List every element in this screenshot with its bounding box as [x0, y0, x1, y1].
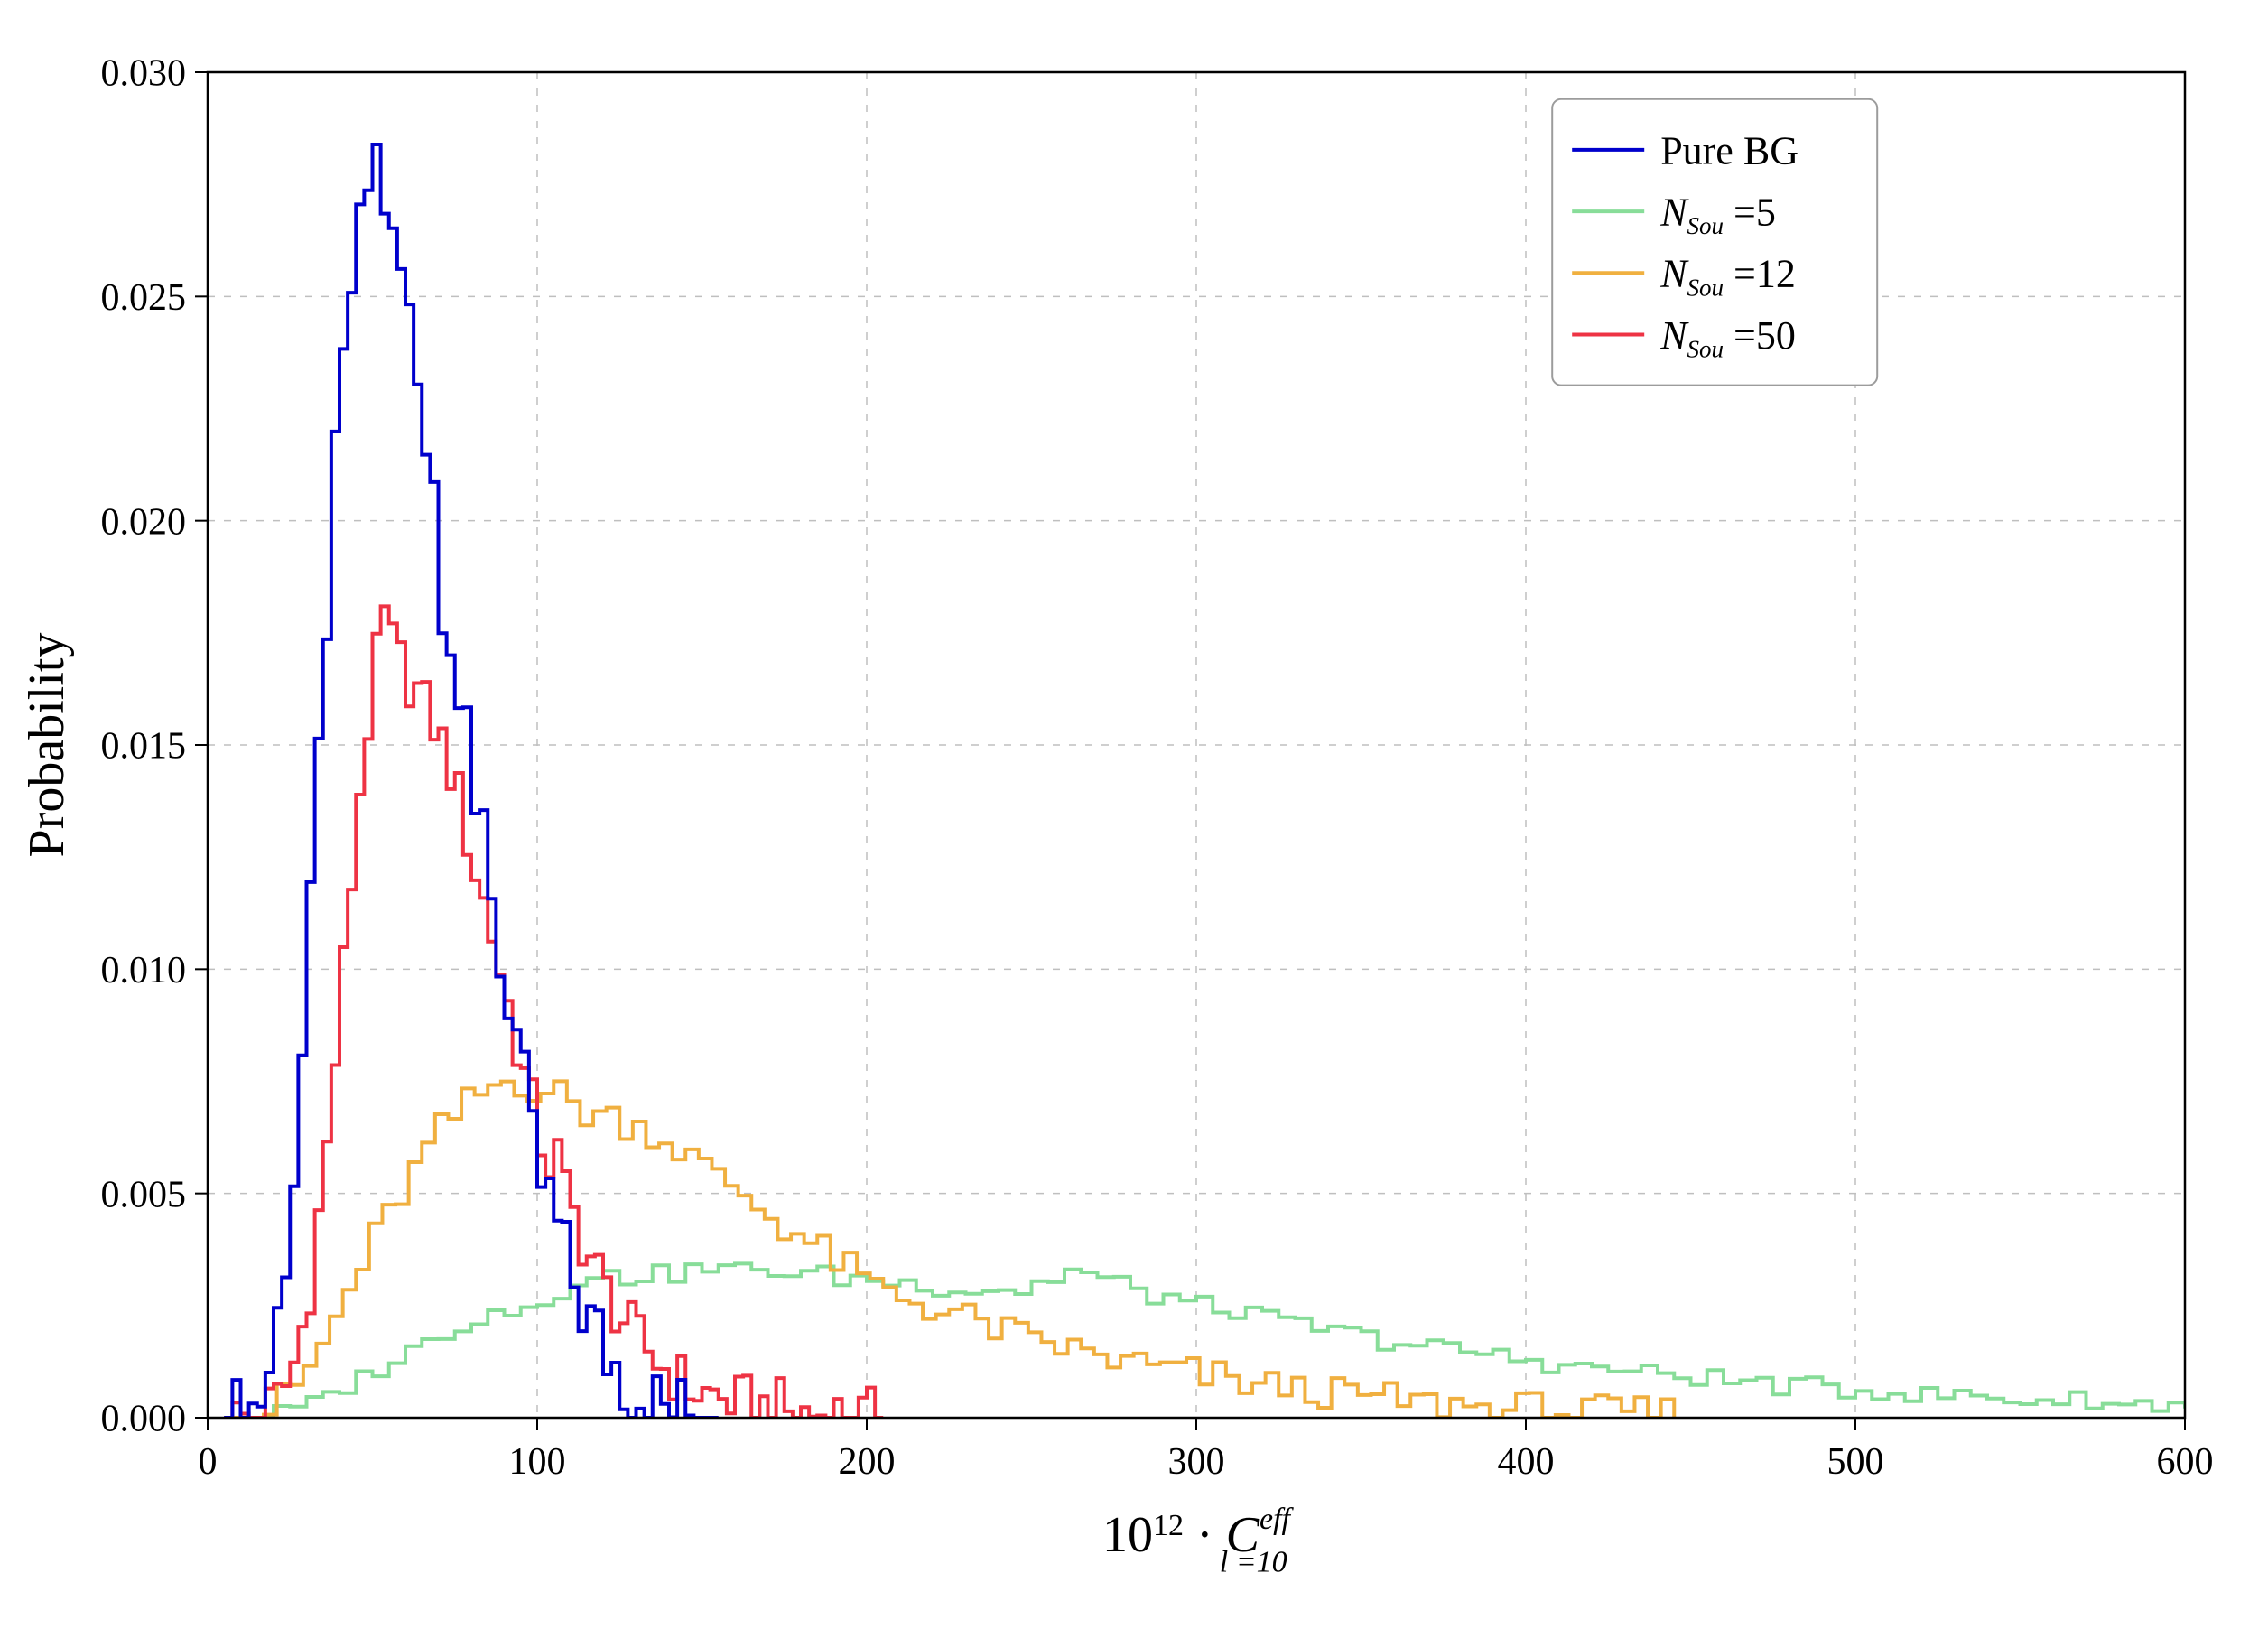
- ytick-label: 0.015: [101, 726, 187, 768]
- xtick-label: 200: [839, 1441, 896, 1483]
- xtick-label: 500: [1827, 1441, 1884, 1483]
- xtick-label: 0: [199, 1441, 218, 1483]
- xtick-label: 100: [509, 1441, 566, 1483]
- ytick-label: 0.020: [101, 501, 187, 543]
- ytick-label: 0.030: [101, 53, 187, 95]
- ytick-label: 0.000: [101, 1399, 187, 1440]
- probability-histogram-chart: 0 100 200 300 400 500 600 0.000 0.005 0.010 0.015 0…: [0, 0, 2268, 1629]
- xtick-label: 600: [2157, 1441, 2214, 1483]
- ytick-label: 0.010: [101, 950, 187, 991]
- y-axis-label: Probability: [19, 633, 75, 858]
- legend-label: Pure BG: [1660, 128, 1799, 172]
- xtick-label: 400: [1498, 1441, 1555, 1483]
- ytick-label: 0.025: [101, 277, 187, 319]
- legend-label: NSou =50: [1659, 313, 1796, 363]
- ytick-label: 0.005: [101, 1174, 187, 1215]
- xtick-label: 300: [1168, 1441, 1225, 1483]
- chart-container: 0 100 200 300 400 500 600 0.000 0.005 0.010 0.015 0…: [0, 0, 2268, 1629]
- legend-label: NSou =12: [1659, 252, 1796, 302]
